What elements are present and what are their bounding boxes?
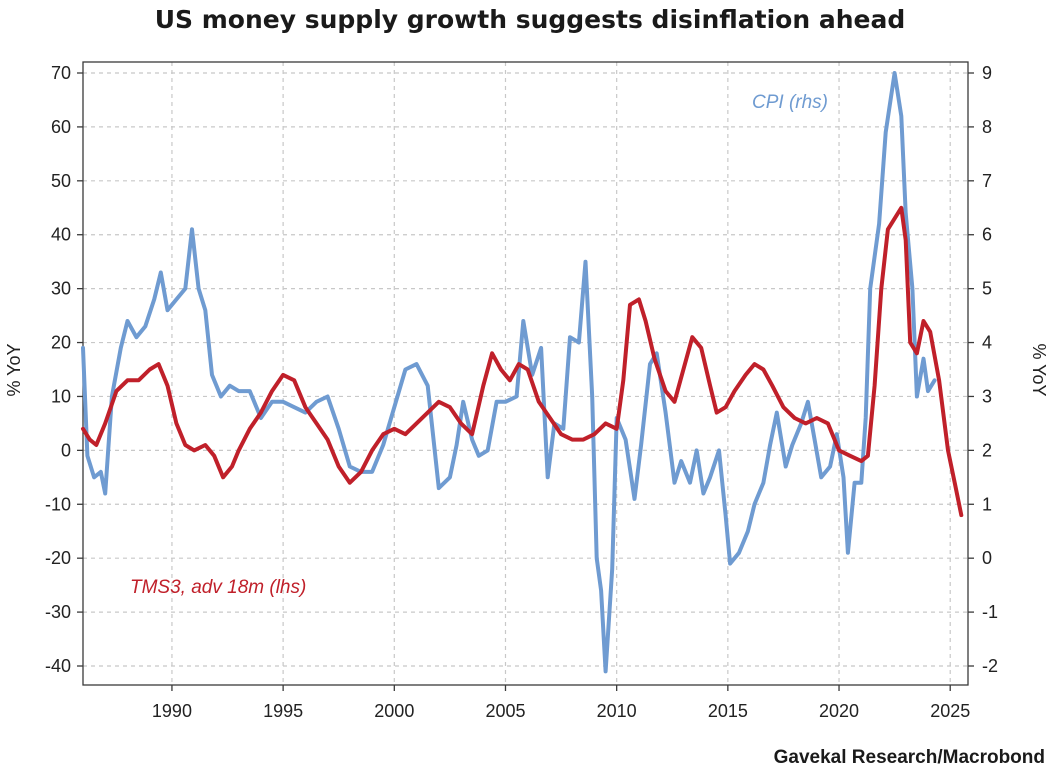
x-tick-label: 2005 <box>485 701 525 721</box>
x-tick-label: 1990 <box>152 701 192 721</box>
x-tick-label: 2020 <box>819 701 859 721</box>
right-axis-label: % YoY <box>1029 343 1049 396</box>
left-tick-label: 30 <box>51 279 71 299</box>
left-tick-label: 0 <box>61 440 71 460</box>
x-tick-label: 2025 <box>930 701 970 721</box>
left-tick-label: 50 <box>51 171 71 191</box>
x-axis: 1990 1995 2000 2005 2010 2015 2020 2025 <box>152 685 970 721</box>
x-tick-label: 2010 <box>597 701 637 721</box>
x-tick-label: 1995 <box>263 701 303 721</box>
tms3-series-label: TMS3, adv 18m (lhs) <box>130 577 306 598</box>
left-tick-label: 60 <box>51 117 71 137</box>
right-tick-label: 3 <box>982 386 992 406</box>
right-tick-label: 2 <box>982 440 992 460</box>
left-tick-label: 40 <box>51 225 71 245</box>
cpi-series-line <box>81 71 937 674</box>
chart-title: US money supply growth suggests disinfla… <box>155 5 906 34</box>
right-tick-label: 9 <box>982 63 992 83</box>
left-axis-label: % YoY <box>4 343 24 396</box>
tms3-series-line <box>81 205 964 518</box>
right-tick-label: 7 <box>982 171 992 191</box>
right-tick-label: 0 <box>982 548 992 568</box>
x-tick-label: 2015 <box>708 701 748 721</box>
right-tick-label: 8 <box>982 117 992 137</box>
right-tick-label: 6 <box>982 225 992 245</box>
left-tick-label: 70 <box>51 63 71 83</box>
right-tick-label: 1 <box>982 494 992 514</box>
left-tick-label: -20 <box>45 548 71 568</box>
source-credit: Gavekal Research/Macrobond <box>774 747 1045 768</box>
series-lines <box>81 71 964 674</box>
left-axis: 70 60 50 40 30 20 10 0 -10 -20 -30 -40 <box>45 63 83 676</box>
left-tick-label: 10 <box>51 386 71 406</box>
cpi-series-label: CPI (rhs) <box>752 92 828 113</box>
right-axis: 9 8 7 6 5 4 3 2 1 0 -1 -2 <box>968 63 998 676</box>
left-tick-label: -40 <box>45 656 71 676</box>
right-tick-label: -1 <box>982 602 998 622</box>
right-tick-label: 5 <box>982 279 992 299</box>
left-tick-label: -10 <box>45 494 71 514</box>
left-tick-label: 20 <box>51 333 71 353</box>
right-tick-label: 4 <box>982 333 992 353</box>
left-tick-label: -30 <box>45 602 71 622</box>
x-tick-label: 2000 <box>374 701 414 721</box>
right-tick-label: -2 <box>982 656 998 676</box>
